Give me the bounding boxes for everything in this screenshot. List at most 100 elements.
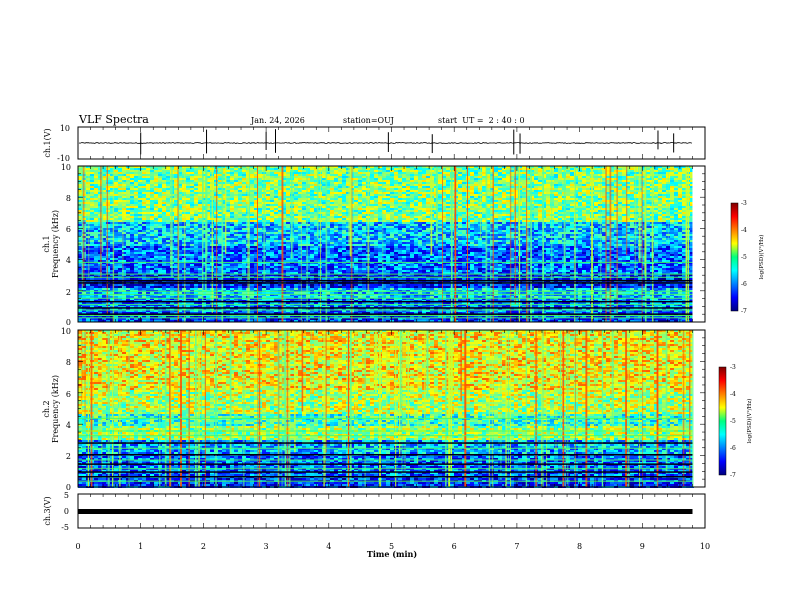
- spectrogram-cell: [138, 172, 142, 174]
- spectrogram-cell: [546, 168, 550, 170]
- spectrogram-cell: [682, 170, 686, 172]
- spectrogram-cell: [554, 184, 558, 186]
- spectrogram-cell: [478, 180, 482, 182]
- spectrogram-cell: [462, 170, 466, 172]
- spectrogram-cell: [378, 174, 382, 176]
- spectrogram-cell: [126, 178, 130, 180]
- spectrogram-cell: [146, 188, 150, 190]
- spectrogram-cell: [270, 186, 274, 188]
- spectrogram-cell: [230, 172, 234, 174]
- spectrogram-cell: [318, 172, 322, 174]
- spectrogram-cell: [410, 178, 414, 180]
- spectrogram-cell: [458, 174, 462, 176]
- spectrogram-cell: [386, 178, 390, 180]
- spectrogram-cell: [538, 176, 542, 178]
- spectrogram-cell: [482, 182, 486, 184]
- spectrogram-cell: [402, 172, 406, 174]
- ch1-waveform-panel: 10 -10 ch.1(V): [43, 124, 705, 163]
- spectrogram-cell: [358, 170, 362, 172]
- spectrogram-cell: [414, 178, 418, 180]
- spectrogram-cell: [126, 188, 130, 190]
- spectrogram-cell: [654, 170, 658, 172]
- spectrogram-cell: [534, 178, 538, 180]
- spectrogram-cell: [618, 172, 622, 174]
- spectrogram-cell: [674, 176, 678, 178]
- spectrogram-cell: [186, 182, 190, 184]
- spectrogram-cell: [86, 168, 90, 170]
- spectrogram-cell: [390, 170, 394, 172]
- spectrogram-cell: [294, 176, 298, 178]
- spectrogram-cell: [106, 180, 110, 182]
- spectrogram-cell: [662, 186, 666, 188]
- spectrogram-cell: [570, 172, 574, 174]
- spectrogram-cell: [270, 178, 274, 180]
- spectrogram-cell: [358, 180, 362, 182]
- spectrogram-cell: [242, 182, 246, 184]
- spectrogram-cell: [342, 188, 346, 190]
- spectrogram-cell: [358, 172, 362, 174]
- spectrogram-cell: [278, 182, 282, 184]
- spectrogram-cell: [478, 174, 482, 176]
- spectrogram-cell: [558, 178, 562, 180]
- spectrogram-cell: [166, 170, 170, 172]
- spectrogram-cell: [662, 182, 666, 184]
- spectrogram-cell: [378, 170, 382, 172]
- spectrogram-cell: [354, 172, 358, 174]
- spectrogram-cell: [470, 172, 474, 174]
- spectrogram-cell: [134, 186, 138, 188]
- spectrogram-cell: [294, 184, 298, 186]
- spectrogram-cell: [414, 174, 418, 176]
- spectrogram-cell: [502, 184, 506, 186]
- spectrogram-cell: [294, 182, 298, 184]
- spectrogram-cell: [158, 178, 162, 180]
- spectrogram-cell: [538, 172, 542, 174]
- spectrogram-cell: [118, 168, 122, 170]
- spectrogram-cell: [390, 186, 394, 188]
- spectrogram-cell: [402, 174, 406, 176]
- spectrogram-cell: [242, 170, 246, 172]
- spectrogram-cell: [462, 182, 466, 184]
- spectrogram-cell: [534, 170, 538, 172]
- spectrogram-cell: [446, 176, 450, 178]
- spectrogram-cell: [422, 168, 426, 170]
- spectrogram-cell: [218, 180, 222, 182]
- spectrogram-cell: [598, 170, 602, 172]
- spectrogram-cell: [142, 188, 146, 190]
- spectrogram-cell: [322, 188, 326, 190]
- ch1-spectrogram-image: [78, 166, 705, 322]
- spectrogram-cell: [318, 182, 322, 184]
- spectrogram-cell: [418, 174, 422, 176]
- spectrogram-cell: [386, 170, 390, 172]
- spectrogram-cell: [586, 178, 590, 180]
- spectrogram-cell: [154, 178, 158, 180]
- spectrogram-cell: [534, 180, 538, 182]
- spectrogram-cell: [234, 184, 238, 186]
- spectrogram-cell: [338, 186, 342, 188]
- spectrogram-cell: [422, 180, 426, 182]
- spectrogram-cell: [622, 184, 626, 186]
- spectrogram-cell: [130, 188, 134, 190]
- spectrogram-cell: [78, 170, 82, 172]
- spectrogram-cell: [506, 172, 510, 174]
- spectrogram-cell: [238, 178, 242, 180]
- spectrogram-cell: [230, 180, 234, 182]
- spectrogram-cell: [250, 188, 254, 190]
- spectrogram-cell: [422, 186, 426, 188]
- spectrogram-cell: [558, 170, 562, 172]
- spectrogram-cell: [370, 172, 374, 174]
- spectrogram-cell: [150, 180, 154, 182]
- start-time-label: start UT = 2 : 40 : 0: [438, 116, 525, 125]
- spectrogram-cell: [186, 174, 190, 176]
- spectrogram-cell: [478, 176, 482, 178]
- spectrogram-cell: [162, 176, 166, 178]
- spectrogram-cell: [78, 174, 82, 176]
- spectrogram-cell: [258, 174, 262, 176]
- spectrogram-cell: [194, 188, 198, 190]
- spectrogram-cell: [250, 186, 254, 188]
- spectrogram-cell: [438, 182, 442, 184]
- spectrogram-cell: [654, 176, 658, 178]
- spectrogram-cell: [362, 170, 366, 172]
- spectrogram-cell: [258, 168, 262, 170]
- spectrogram-cell: [674, 182, 678, 184]
- spectrogram-cell: [618, 184, 622, 186]
